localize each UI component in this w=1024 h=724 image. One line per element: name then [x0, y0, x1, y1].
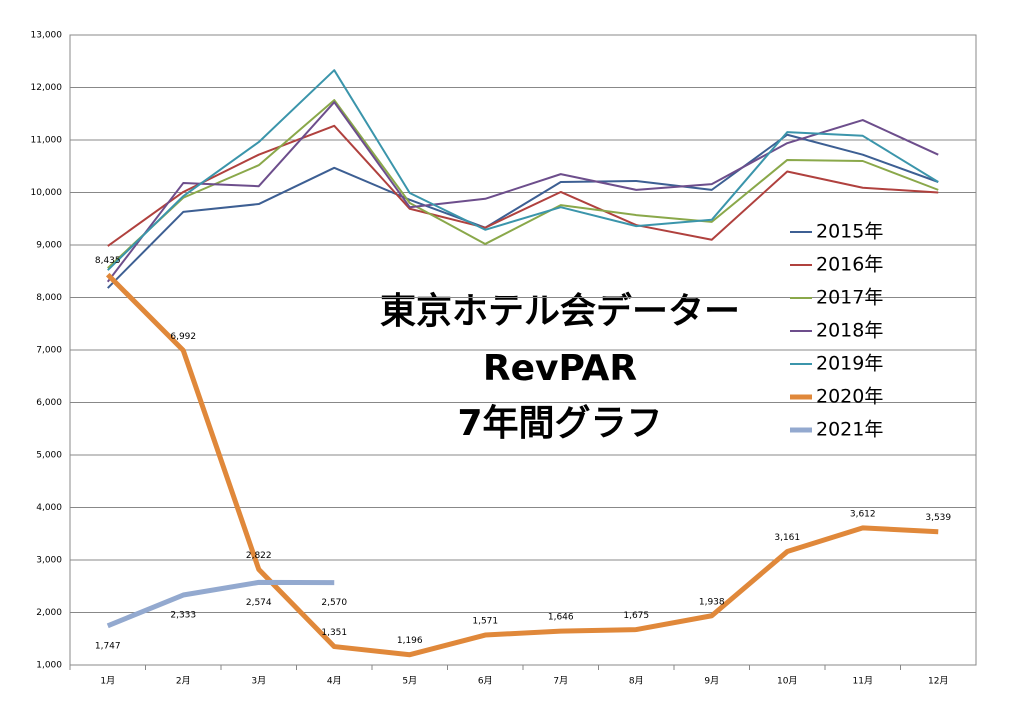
- y-tick-label: 7,000: [36, 346, 62, 356]
- x-tick-label: 4月: [327, 676, 342, 687]
- y-tick-label: 8,000: [36, 293, 62, 303]
- x-tick-label: 3月: [251, 676, 266, 687]
- y-tick-label: 13,000: [31, 31, 63, 41]
- legend-label: 2018年: [816, 320, 883, 342]
- y-tick-label: 6,000: [36, 398, 62, 408]
- y-tick-label: 10,000: [31, 188, 63, 198]
- y-tick-label: 5,000: [36, 451, 62, 461]
- y-tick-label: 11,000: [31, 136, 63, 146]
- x-tick-label: 12月: [928, 676, 948, 687]
- data-label: 2,333: [170, 611, 196, 621]
- x-tick-label: 9月: [704, 676, 719, 687]
- x-tick-label: 2月: [176, 676, 191, 687]
- legend-label: 2021年: [816, 419, 883, 441]
- x-tick-label: 1月: [100, 676, 115, 687]
- x-tick-label: 7月: [553, 676, 568, 687]
- chart-title: 7年間グラフ: [457, 403, 662, 444]
- data-label: 1,938: [699, 597, 725, 607]
- x-tick-label: 8月: [629, 676, 644, 687]
- y-tick-label: 9,000: [36, 241, 62, 251]
- data-label: 1,351: [321, 628, 347, 638]
- series-line: [107, 99, 939, 269]
- series-line: [107, 69, 939, 271]
- y-tick-label: 1,000: [36, 661, 62, 671]
- series-line: [105, 272, 939, 658]
- x-tick-label: 11月: [853, 676, 873, 687]
- data-label: 2,574: [246, 598, 272, 608]
- series-line: [107, 124, 939, 247]
- chart-title: 東京ホテル会データー: [380, 290, 740, 332]
- data-label: 2,570: [321, 598, 347, 608]
- legend-label: 2015年: [816, 221, 883, 243]
- data-label: 1,571: [472, 617, 498, 627]
- legend-label: 2017年: [816, 287, 883, 309]
- data-label: 1,747: [95, 641, 121, 651]
- chart-title: RevPAR: [483, 348, 637, 389]
- data-label: 1,675: [623, 611, 649, 621]
- series-line: [106, 101, 939, 283]
- y-tick-label: 2,000: [36, 608, 62, 618]
- x-tick-label: 10月: [777, 676, 797, 687]
- data-label: 3,539: [925, 513, 951, 523]
- series-line: [106, 579, 335, 629]
- data-label: 6,992: [170, 332, 196, 342]
- legend-label: 2020年: [816, 386, 883, 408]
- data-label: 3,612: [850, 509, 876, 519]
- y-tick-label: 3,000: [36, 556, 62, 566]
- y-tick-label: 12,000: [31, 83, 63, 93]
- legend-label: 2016年: [816, 254, 883, 276]
- legend-label: 2019年: [816, 353, 883, 375]
- data-label: 8,435: [95, 256, 121, 266]
- data-label: 2,822: [246, 551, 272, 561]
- data-label: 1,196: [397, 636, 423, 646]
- x-tick-label: 5月: [402, 676, 417, 687]
- series-line: [107, 133, 939, 289]
- data-label: 1,646: [548, 613, 574, 623]
- x-tick-label: 6月: [478, 676, 493, 687]
- y-tick-label: 4,000: [36, 503, 62, 513]
- data-label: 3,161: [774, 533, 800, 543]
